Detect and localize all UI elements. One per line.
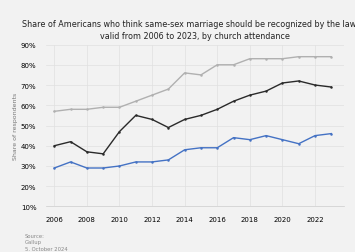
Text: Source:
Gallup
5. October 2024: Source: Gallup 5. October 2024 — [25, 233, 67, 251]
Title: Share of Americans who think same-sex marriage should be recognized by the law a: Share of Americans who think same-sex ma… — [22, 20, 355, 40]
Y-axis label: Share of respondents: Share of respondents — [13, 92, 18, 160]
